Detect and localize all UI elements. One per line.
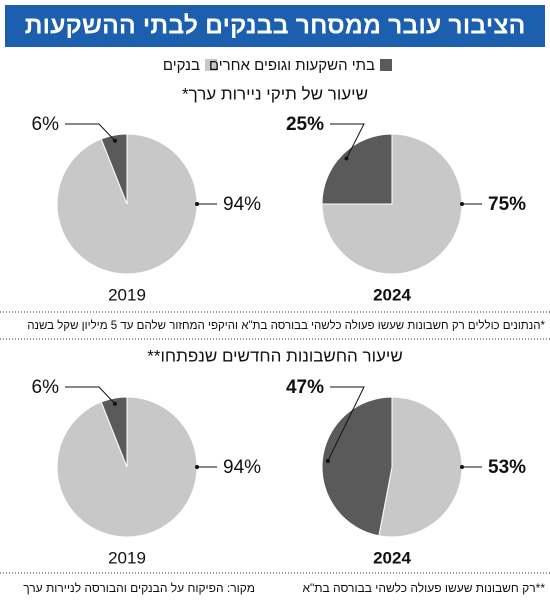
value-label: 53% xyxy=(488,457,526,478)
title: הציבור עובר ממסחר בבנקים לבתי ההשקעות xyxy=(25,12,526,40)
section-title: שיעור של תיקי ניירות ערך* xyxy=(182,84,368,103)
pie-year: 2024 xyxy=(373,285,411,304)
title-bar xyxy=(5,5,545,47)
value-label: 75% xyxy=(488,194,526,215)
source: מקור: הפיקוח על הבנקים והבורסה לניירות ע… xyxy=(23,581,255,595)
legend-swatch xyxy=(205,59,217,71)
value-label: 94% xyxy=(223,194,261,215)
pie-year: 2024 xyxy=(373,548,411,567)
pie-slice xyxy=(378,396,463,538)
value-label: 47% xyxy=(286,377,324,398)
pie-slice xyxy=(321,133,393,205)
legend-label: בנקים xyxy=(163,57,200,74)
leader-line xyxy=(327,386,365,462)
pie-slice xyxy=(100,133,128,205)
legend-swatch xyxy=(380,59,392,71)
leader-line xyxy=(65,386,116,405)
value-label: 94% xyxy=(223,457,261,478)
section-title: שיעור החשבונות החדשים שנפתחו** xyxy=(147,346,403,365)
value-label: 6% xyxy=(32,377,60,398)
value-label: 25% xyxy=(286,114,324,135)
value-label: 6% xyxy=(32,114,60,135)
pie-year: 2019 xyxy=(108,548,146,567)
pie-slice xyxy=(100,396,128,468)
leader-line xyxy=(65,123,116,142)
note: *הנתונים כוללים רק חשבונות שעשו פעולה כל… xyxy=(27,319,545,332)
pie-year: 2019 xyxy=(108,285,146,304)
pie-slice xyxy=(321,396,393,537)
legend-label: בתי השקעות וגופים אחרים xyxy=(209,57,375,74)
note: **רק חשבונות שעשו פעולה כלשהי בבורסה בת"… xyxy=(302,581,545,595)
leader-line xyxy=(330,123,365,159)
